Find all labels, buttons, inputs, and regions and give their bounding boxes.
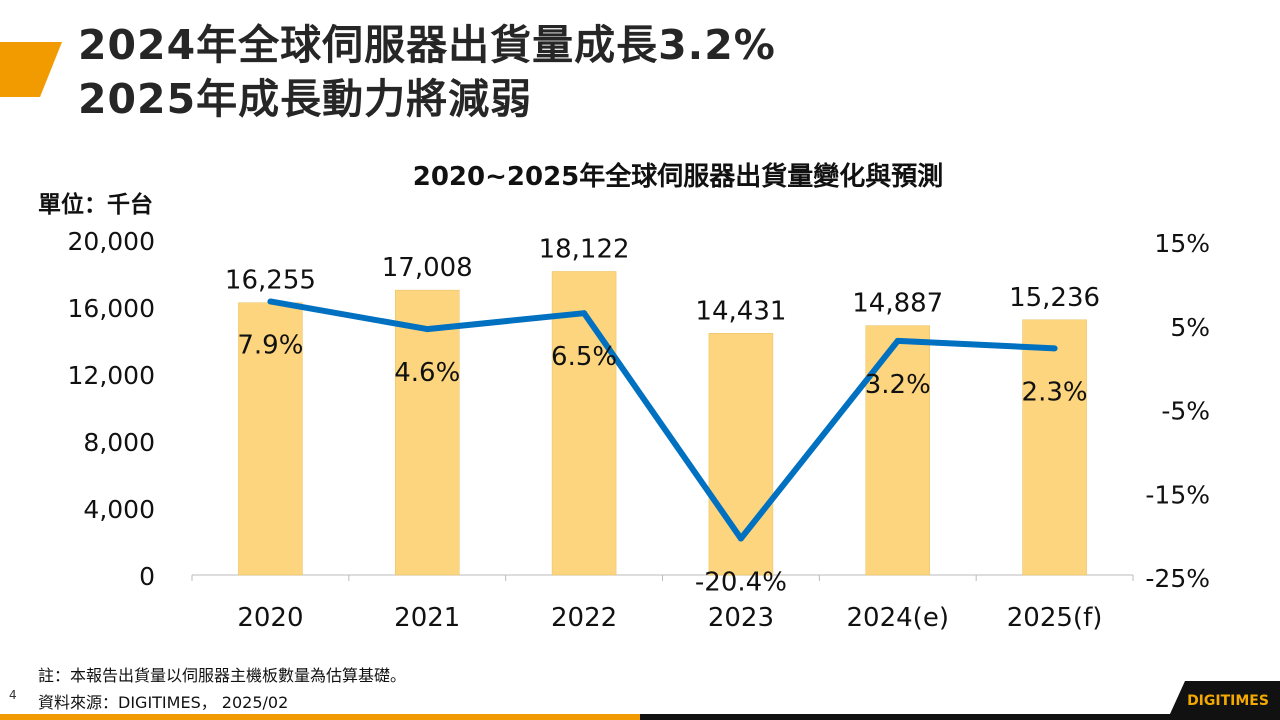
growth-rate-label: 2.3% <box>1022 377 1088 407</box>
growth-rate-label: -20.4% <box>695 567 787 597</box>
x-axis-category-label: 2024(e) <box>847 603 949 633</box>
title-line-2: 2025年成長動力將減弱 <box>78 75 533 123</box>
bar <box>238 302 303 576</box>
left-axis-tick: 12,000 <box>68 361 155 390</box>
bar <box>1022 319 1087 576</box>
left-axis-tick: 20,000 <box>68 227 155 256</box>
growth-rate-point <box>424 326 431 333</box>
x-axis-category-label: 2022 <box>551 603 617 633</box>
page-number: 4 <box>9 688 17 702</box>
right-axis-tick: 5% <box>1170 313 1210 342</box>
right-axis-tick: -5% <box>1161 397 1210 426</box>
source-note: 資料來源：DIGITIMES， 2025/02 <box>38 693 289 712</box>
bar <box>865 325 930 576</box>
bar <box>551 271 617 576</box>
x-axis-category-label: 2020 <box>237 603 303 633</box>
unit-label: 單位：千台 <box>38 191 153 218</box>
left-axis-tick: 0 <box>139 562 155 591</box>
footnote: 註：本報告出貨量以伺服器主機板數量為估算基礎。 <box>38 666 407 685</box>
left-axis-tick: 16,000 <box>68 294 155 323</box>
growth-rate-label: 7.9% <box>237 330 303 360</box>
x-axis-category-label: 2025(f) <box>1007 603 1103 633</box>
growth-rate-label: 6.5% <box>551 342 617 372</box>
bar-value-label: 14,887 <box>852 289 943 319</box>
growth-rate-point <box>1051 345 1058 352</box>
x-axis-category-label: 2023 <box>708 603 774 633</box>
right-axis-tick: 15% <box>1154 229 1210 258</box>
growth-rate-point <box>737 535 744 542</box>
bar <box>395 289 460 576</box>
page-title: 2024年全球伺服器出貨量成長3.2% 2025年成長動力將減弱 <box>78 18 776 126</box>
growth-rate-point <box>581 310 588 317</box>
growth-rate-label: 4.6% <box>394 358 460 388</box>
left-axis-tick: 8,000 <box>83 428 155 457</box>
bar-value-label: 16,255 <box>225 266 316 296</box>
title-line-1: 2024年全球伺服器出貨量成長3.2% <box>78 21 776 69</box>
x-axis-category-label: 2021 <box>394 603 460 633</box>
growth-rate-point <box>894 337 901 344</box>
right-axis-tick: -15% <box>1145 480 1210 509</box>
growth-rate-label: 3.2% <box>865 370 931 400</box>
bar-value-label: 15,236 <box>1009 283 1100 313</box>
bar-value-label: 17,008 <box>382 253 473 283</box>
right-axis-tick: -25% <box>1145 564 1210 593</box>
bar-value-label: 18,122 <box>539 234 630 264</box>
left-axis-tick: 4,000 <box>83 495 155 524</box>
chart-title: 2020~2025年全球伺服器出貨量變化與預測 <box>413 161 944 192</box>
growth-rate-point <box>267 298 274 305</box>
growth-rate-line <box>269 298 1055 542</box>
title-accent-shape <box>0 42 62 97</box>
bar-value-label: 14,431 <box>695 296 786 326</box>
